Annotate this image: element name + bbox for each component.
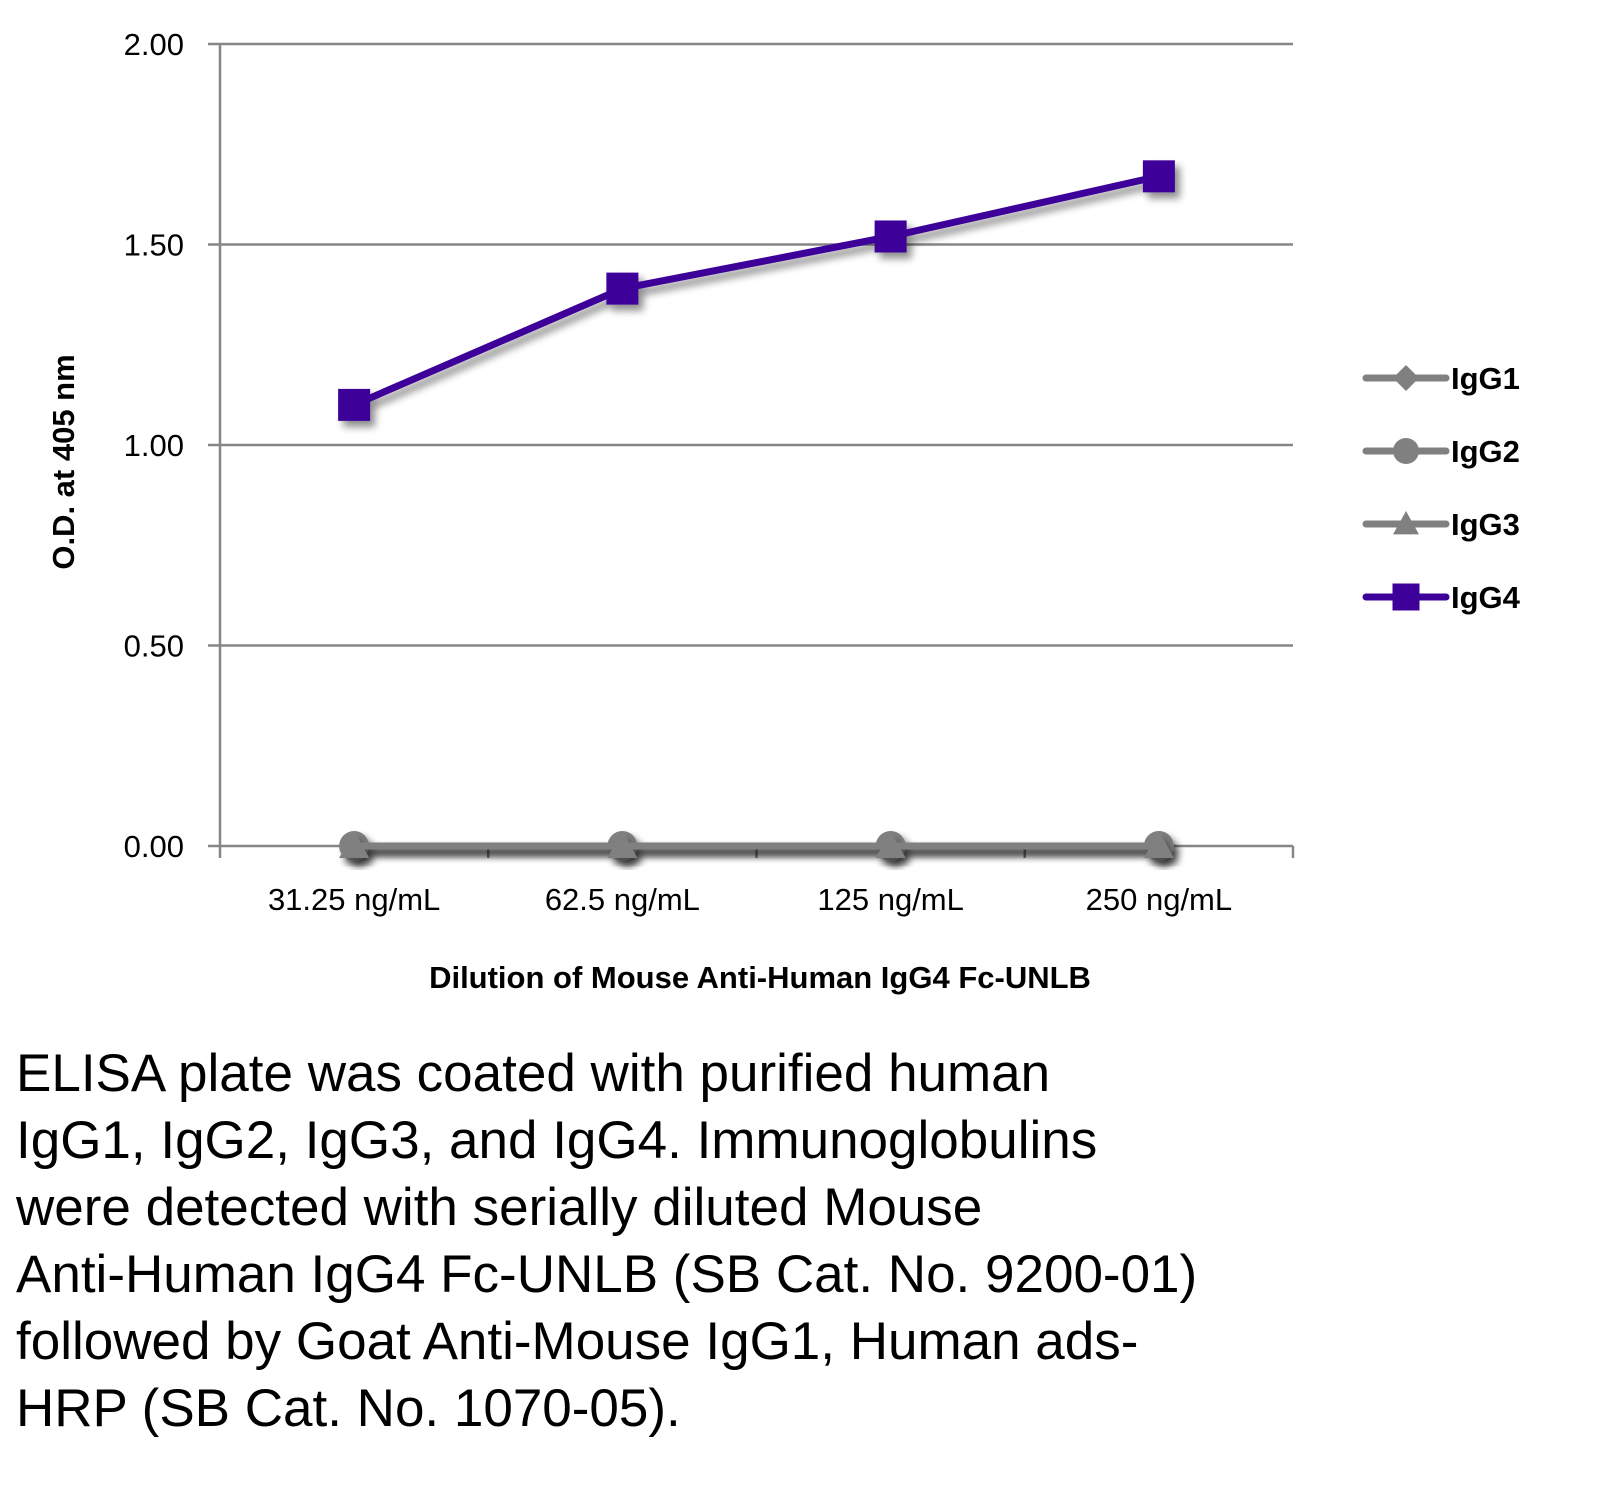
series-layer: [338, 160, 1175, 861]
legend-item: IgG3: [1362, 507, 1520, 542]
data-point: [875, 831, 906, 858]
gridlines: [208, 42, 1293, 647]
legend-label: IgG2: [1451, 434, 1520, 469]
x-tick-labels: 31.25 ng/mL 62.5 ng/mL 125 ng/mL 250 ng/mL: [268, 882, 1232, 917]
figure-caption: ELISA plate was coated with purified hum…: [16, 1040, 1576, 1442]
y-tick-label: 2.00: [124, 27, 184, 62]
data-point: [339, 831, 370, 858]
caption-line: Anti-Human IgG4 Fc-UNLB (SB Cat. No. 920…: [16, 1245, 1198, 1304]
legend-item: IgG1: [1362, 361, 1520, 396]
legend-diamond-icon: [1393, 365, 1419, 391]
axes: [208, 44, 1295, 858]
y-tick-label: 0.50: [124, 629, 184, 664]
series-igg3: [339, 831, 1174, 858]
data-point: [606, 272, 639, 305]
caption-line: were detected with serially diluted Mous…: [16, 1178, 983, 1237]
y-tick-label: 1.00: [124, 428, 184, 463]
y-tick-labels: 0.00 0.50 1.00 1.50 2.00: [124, 27, 184, 864]
data-point: [1142, 160, 1175, 193]
caption-line: IgG1, IgG2, IgG3, and IgG4. Immunoglobul…: [16, 1111, 1098, 1170]
data-point: [874, 220, 907, 253]
y-tick-label: 1.50: [124, 228, 184, 263]
elisa-line-chart: 0.00 0.50 1.00 1.50 2.00 31.25 ng/mL 62.5 ng/…: [46, 27, 1521, 995]
legend: IgG1 IgG2 IgG3 IgG4: [1362, 361, 1521, 615]
x-tick-label: 62.5 ng/mL: [545, 882, 700, 917]
data-point: [607, 831, 638, 858]
legend-label: IgG1: [1451, 361, 1520, 396]
legend-item: IgG2: [1362, 434, 1520, 469]
x-axis-title: Dilution of Mouse Anti-Human IgG4 Fc-UNL…: [429, 960, 1091, 995]
y-axis-title: O.D. at 405 nm: [46, 354, 81, 569]
x-tick-label: 31.25 ng/mL: [268, 882, 440, 917]
caption-line: ELISA plate was coated with purified hum…: [16, 1044, 1051, 1103]
series-line: [352, 172, 1160, 409]
caption-line: followed by Goat Anti-Mouse IgG1, Human …: [16, 1312, 1139, 1371]
series-igg4: [338, 160, 1175, 421]
legend-circle-icon: [1393, 438, 1419, 464]
legend-square-icon: [1392, 583, 1420, 611]
legend-item: IgG4: [1362, 580, 1521, 615]
legend-label: IgG3: [1451, 507, 1520, 542]
x-tick-label: 250 ng/mL: [1086, 882, 1233, 917]
data-point: [1143, 831, 1174, 858]
y-tick-label: 0.00: [124, 829, 184, 864]
x-tick-label: 125 ng/mL: [817, 882, 964, 917]
caption-line: HRP (SB Cat. No. 1070-05).: [16, 1379, 681, 1438]
data-point: [338, 388, 371, 421]
legend-label: IgG4: [1451, 580, 1521, 615]
legend-triangle-icon: [1393, 511, 1419, 535]
